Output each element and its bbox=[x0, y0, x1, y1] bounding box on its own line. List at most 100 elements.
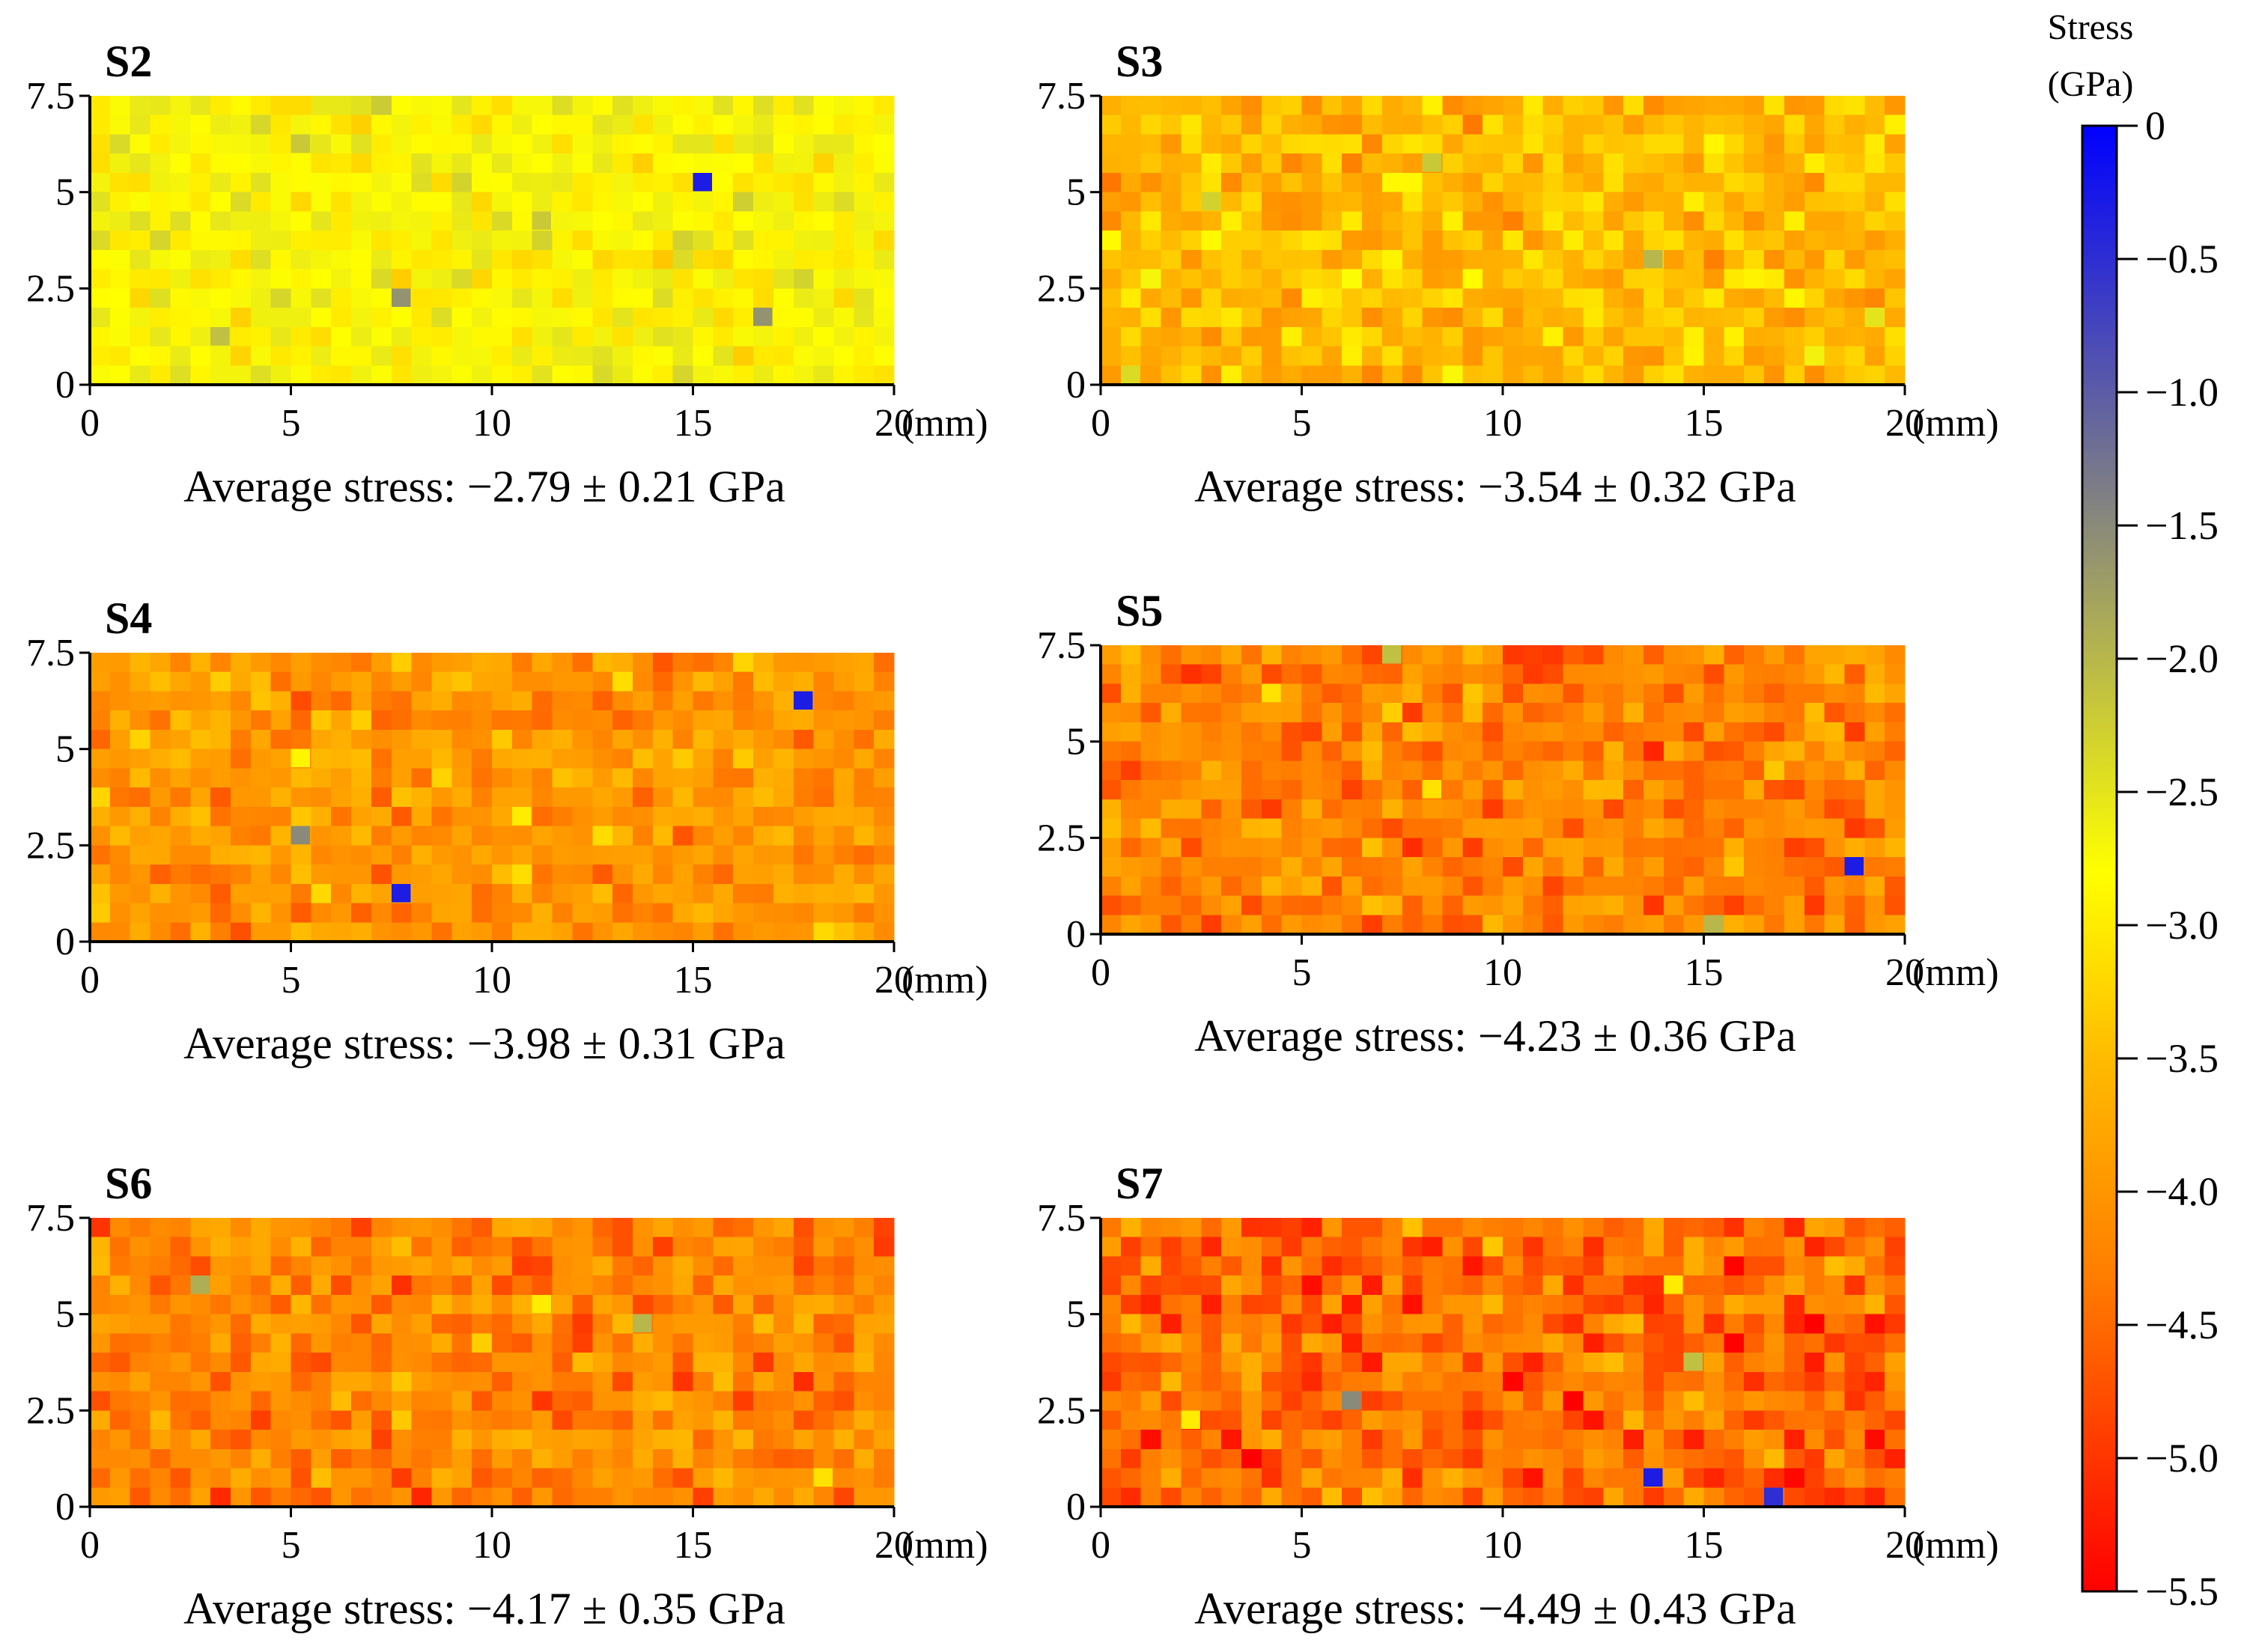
heatmap-cell bbox=[773, 710, 794, 731]
heatmap-cell bbox=[1643, 915, 1664, 935]
heatmap-cell bbox=[1161, 1333, 1182, 1353]
heatmap-cell bbox=[1101, 761, 1122, 781]
heatmap-cell bbox=[1563, 346, 1584, 366]
heatmap-cell bbox=[1221, 1448, 1242, 1469]
heatmap-cell bbox=[1683, 799, 1705, 820]
heatmap-cell bbox=[1483, 326, 1503, 347]
heatmap-cell bbox=[1221, 1275, 1242, 1296]
heatmap-cell bbox=[1683, 115, 1705, 135]
heatmap-cell bbox=[1342, 231, 1363, 251]
heatmap-cell bbox=[813, 1294, 835, 1315]
heatmap-cell bbox=[1120, 895, 1142, 915]
x-tick-label: 10 bbox=[1483, 402, 1522, 445]
heatmap-cell bbox=[793, 671, 815, 692]
heatmap-cell bbox=[1342, 288, 1363, 308]
heatmap-cell bbox=[270, 346, 292, 366]
heatmap-cell bbox=[109, 346, 131, 366]
heatmap-cell bbox=[1744, 211, 1765, 231]
heatmap-cell bbox=[713, 691, 734, 711]
heatmap-cell bbox=[733, 1468, 754, 1488]
heatmap-cell bbox=[632, 1410, 654, 1430]
heatmap-cell bbox=[1683, 683, 1705, 704]
heatmap-cell bbox=[1623, 1294, 1644, 1315]
heatmap-cell bbox=[431, 749, 452, 769]
heatmap-cell bbox=[1301, 172, 1322, 193]
heatmap-cell bbox=[90, 903, 111, 923]
heatmap-cell bbox=[1322, 895, 1343, 915]
heatmap-cell bbox=[833, 96, 854, 116]
heatmap-cell bbox=[1724, 1468, 1745, 1488]
heatmap-cell bbox=[1241, 365, 1262, 385]
heatmap-cell bbox=[1563, 326, 1584, 347]
heatmap-cell bbox=[1784, 269, 1805, 289]
heatmap-cell bbox=[713, 1314, 734, 1334]
heatmap-cell bbox=[511, 865, 533, 885]
heatmap-cell bbox=[431, 1391, 452, 1411]
heatmap-cell bbox=[1844, 761, 1865, 781]
heatmap-cell bbox=[331, 1487, 352, 1508]
heatmap-cell bbox=[1542, 1218, 1564, 1238]
heatmap-cell bbox=[492, 249, 513, 270]
heatmap-cell bbox=[1161, 249, 1182, 270]
heatmap-cell bbox=[1824, 288, 1846, 308]
heatmap-cell bbox=[1764, 288, 1785, 308]
heatmap-cell bbox=[1503, 211, 1524, 231]
heatmap-cell bbox=[451, 710, 472, 731]
heatmap-cell bbox=[1221, 915, 1242, 935]
heatmap-cell bbox=[713, 671, 734, 692]
heatmap-cell bbox=[1522, 134, 1544, 154]
heatmap-cell bbox=[1764, 1314, 1785, 1334]
heatmap-cell bbox=[351, 1256, 372, 1276]
heatmap-cell bbox=[773, 1294, 794, 1315]
heatmap-cell bbox=[270, 115, 292, 135]
heatmap-cell bbox=[1623, 1487, 1644, 1508]
heatmap-cell bbox=[793, 1448, 815, 1469]
colorbar-tick-label: −0.5 bbox=[2145, 237, 2219, 281]
heatmap-cell bbox=[150, 153, 171, 174]
heatmap-cell bbox=[1281, 1371, 1303, 1392]
heatmap-cell bbox=[753, 729, 774, 750]
heatmap-cell bbox=[1784, 1256, 1805, 1276]
heatmap-cell bbox=[210, 1487, 231, 1508]
heatmap-cell bbox=[854, 749, 875, 769]
heatmap-cell bbox=[1120, 1275, 1142, 1296]
heatmap-cell bbox=[713, 1256, 734, 1276]
heatmap-cell bbox=[371, 365, 392, 385]
heatmap-cell bbox=[492, 1410, 513, 1430]
heatmap-cell bbox=[1402, 683, 1423, 704]
heatmap-cell bbox=[1643, 857, 1664, 877]
heatmap-cell bbox=[1844, 703, 1865, 723]
heatmap-cell bbox=[291, 845, 311, 865]
x-tick-label: 0 bbox=[80, 959, 100, 1002]
heatmap-cell bbox=[230, 1275, 252, 1296]
y-tick-label: 0 bbox=[55, 921, 75, 963]
heatmap-cell bbox=[250, 172, 272, 193]
heatmap-cell bbox=[1301, 308, 1322, 328]
heatmap-cell bbox=[351, 1333, 372, 1353]
heatmap-cell bbox=[391, 96, 413, 116]
heatmap-cell bbox=[632, 903, 654, 923]
heatmap-cell bbox=[150, 1448, 171, 1469]
heatmap-cell bbox=[693, 671, 714, 692]
heatmap-cell bbox=[1583, 1468, 1604, 1488]
heatmap-cell bbox=[291, 1314, 311, 1334]
heatmap-cell bbox=[1764, 153, 1785, 174]
heatmap-cell bbox=[1663, 799, 1685, 820]
heatmap-cell bbox=[1241, 153, 1262, 174]
heatmap-cell bbox=[1281, 895, 1303, 915]
heatmap-cell bbox=[753, 231, 774, 251]
heatmap-cell bbox=[672, 865, 694, 885]
heatmap-cell bbox=[833, 1410, 854, 1430]
heatmap-cell bbox=[1844, 683, 1865, 704]
heatmap-cell bbox=[1864, 703, 1885, 723]
heatmap-cell bbox=[230, 845, 252, 865]
heatmap-cell bbox=[1503, 799, 1524, 820]
heatmap-cell bbox=[1623, 288, 1644, 308]
heatmap-cell bbox=[351, 883, 372, 904]
heatmap-cell bbox=[773, 845, 794, 865]
heatmap-cell bbox=[1764, 115, 1785, 135]
y-tick-label: 7.5 bbox=[26, 75, 75, 118]
heatmap-cell bbox=[1583, 1391, 1604, 1411]
heatmap-cell bbox=[773, 1237, 794, 1258]
heatmap-cell bbox=[331, 671, 352, 692]
